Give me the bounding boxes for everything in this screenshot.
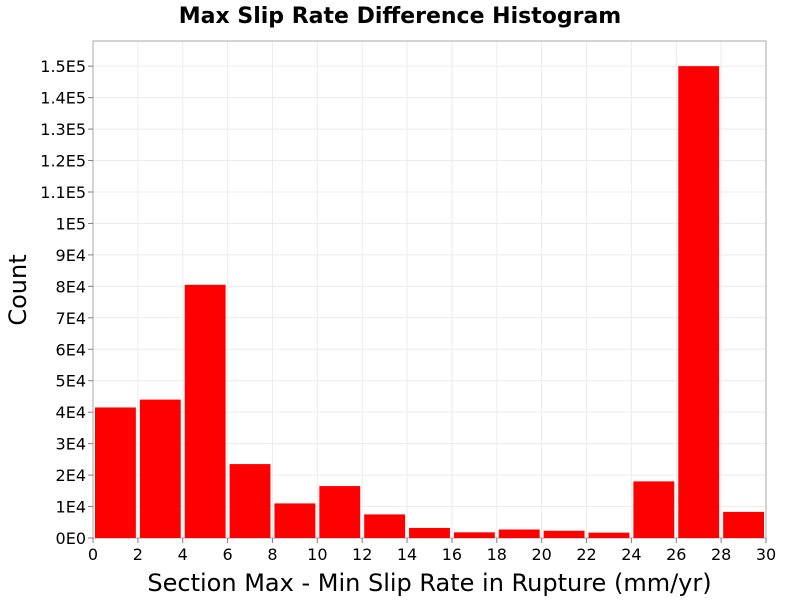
y-tick-label: 1.2E5 — [40, 152, 86, 171]
x-tick-label: 8 — [267, 545, 277, 564]
histogram-bar — [588, 532, 630, 538]
x-tick-label: 14 — [397, 545, 417, 564]
grid-lines — [92, 41, 767, 539]
y-tick-label: 1.3E5 — [40, 120, 86, 139]
x-tick-label: 4 — [178, 545, 188, 564]
x-axis-label: Section Max - Min Slip Rate in Rupture (… — [147, 569, 711, 597]
histogram-bar — [95, 407, 136, 538]
histogram-bar — [633, 481, 675, 538]
y-tick-label: 5E4 — [56, 372, 86, 391]
y-tick-label: 0E0 — [56, 529, 86, 548]
histogram-bar — [678, 66, 720, 539]
x-tick-label: 22 — [576, 545, 596, 564]
histogram-bar — [723, 511, 764, 538]
y-tick-label: 6E4 — [56, 340, 86, 359]
histogram-bar — [184, 284, 226, 538]
histogram-bar — [453, 532, 495, 538]
bars — [95, 66, 764, 539]
y-tick-label: 1E4 — [56, 498, 86, 517]
x-tick-label: 12 — [352, 545, 372, 564]
y-tick-label: 1.4E5 — [40, 89, 86, 108]
y-tick-label: 3E4 — [56, 435, 86, 454]
histogram-bar — [274, 503, 316, 538]
y-tick-label: 1.5E5 — [40, 57, 86, 76]
x-tick-label: 16 — [442, 545, 462, 564]
y-tick-label: 1.1E5 — [40, 183, 86, 202]
y-tick-label: 7E4 — [56, 309, 86, 328]
histogram-bar — [409, 527, 450, 538]
x-tick-label: 28 — [711, 545, 731, 564]
histogram-bar — [498, 529, 540, 538]
x-tick-label: 2 — [133, 545, 143, 564]
y-tick-label: 1E5 — [56, 214, 86, 233]
y-axis-label: Count — [4, 254, 32, 325]
histogram-bar — [139, 399, 181, 538]
y-axis-ticks: 0E0 1E4 2E4 3E4 4E4 5E4 6E4 7E4 8E4 9E4 1E5 1.1E5 1.… — [40, 57, 93, 548]
histogram-bar — [543, 530, 585, 538]
chart-title: Max Slip Rate Difference Histogram — [179, 4, 621, 29]
x-tick-label: 0 — [88, 545, 98, 564]
x-tick-label: 20 — [531, 545, 551, 564]
y-tick-label: 2E4 — [56, 466, 86, 485]
x-axis-ticks: 0 2 4 6 8 10 12 14 16 18 20 22 24 26 28 30 — [88, 538, 776, 564]
histogram-bar — [319, 486, 361, 538]
x-tick-label: 26 — [666, 545, 686, 564]
x-tick-label: 30 — [756, 545, 776, 564]
histogram-bar — [229, 464, 271, 538]
y-tick-label: 8E4 — [56, 277, 86, 296]
x-tick-label: 18 — [487, 545, 507, 564]
x-tick-label: 10 — [307, 545, 327, 564]
x-tick-label: 24 — [621, 545, 641, 564]
x-tick-label: 6 — [223, 545, 233, 564]
y-tick-label: 4E4 — [56, 403, 86, 422]
histogram-bar — [364, 514, 406, 538]
y-tick-label: 9E4 — [56, 246, 86, 265]
